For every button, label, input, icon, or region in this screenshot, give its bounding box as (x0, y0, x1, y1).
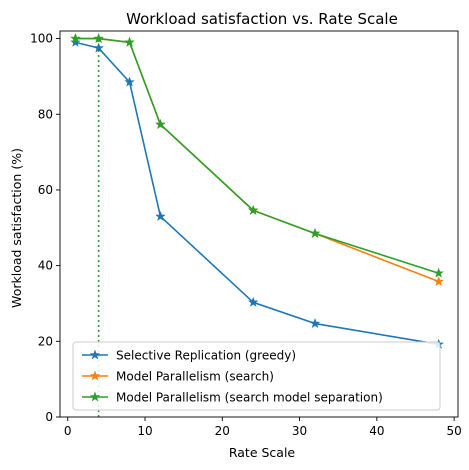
x-tick-label: 20 (215, 424, 230, 438)
chart-title: Workload satisfaction vs. Rate Scale (126, 10, 398, 28)
x-tick-label: 0 (64, 424, 72, 438)
legend: Selective Replication (greedy) Model Para… (72, 341, 441, 411)
data-point-series0-2 (124, 76, 135, 87)
x-axis-label: Rate Scale (229, 445, 296, 460)
legend-label-2: Model Parallelism (search model separati… (116, 391, 383, 405)
y-axis-label: Workload satisfaction (%) (9, 148, 24, 308)
y-tick-label: 100 (30, 32, 53, 46)
data-point-series0-5 (309, 318, 321, 328)
data-point-series2-0 (70, 33, 81, 43)
y-tick-label: 0 (45, 410, 53, 424)
x-tick-label: 30 (292, 424, 307, 438)
x-tick-label: 50 (446, 424, 461, 438)
series-line-1 (75, 37, 439, 283)
x-axis-ticks: 0 10 20 30 40 50 (64, 417, 462, 438)
data-point-series1-6 (433, 276, 444, 286)
data-point-series0-1 (93, 42, 104, 53)
y-tick-label: 80 (38, 107, 53, 121)
plot-frame (59, 30, 459, 418)
data-point-series0-3 (155, 210, 166, 221)
data-point-series0-0 (70, 36, 81, 47)
legend-box (72, 341, 441, 411)
legend-marker-1 (89, 370, 101, 381)
y-tick-label: 60 (38, 183, 53, 197)
plot-area (59, 30, 459, 418)
y-tick-label: 20 (38, 334, 53, 348)
legend-marker-0 (89, 349, 101, 360)
data-point-series0-4 (248, 296, 259, 307)
data-point-series2-6 (433, 267, 444, 278)
legend-label-0: Selective Replication (greedy) (116, 349, 296, 363)
data-point-series2-5 (309, 228, 321, 238)
series-line-2 (75, 37, 439, 274)
x-tick-label: 40 (369, 424, 384, 438)
x-tick-label: 10 (137, 424, 152, 438)
legend-label-1: Model Parallelism (search) (116, 370, 274, 384)
series-line-0 (75, 41, 439, 346)
legend-marker-2 (89, 391, 101, 402)
y-axis-ticks: 0 20 40 60 80 100 (30, 32, 60, 424)
data-point-series2-4 (248, 204, 259, 215)
data-point-series2-2 (124, 36, 135, 47)
y-tick-label: 40 (38, 259, 53, 273)
data-point-series2-3 (155, 119, 166, 129)
data-point-series2-1 (93, 33, 104, 43)
